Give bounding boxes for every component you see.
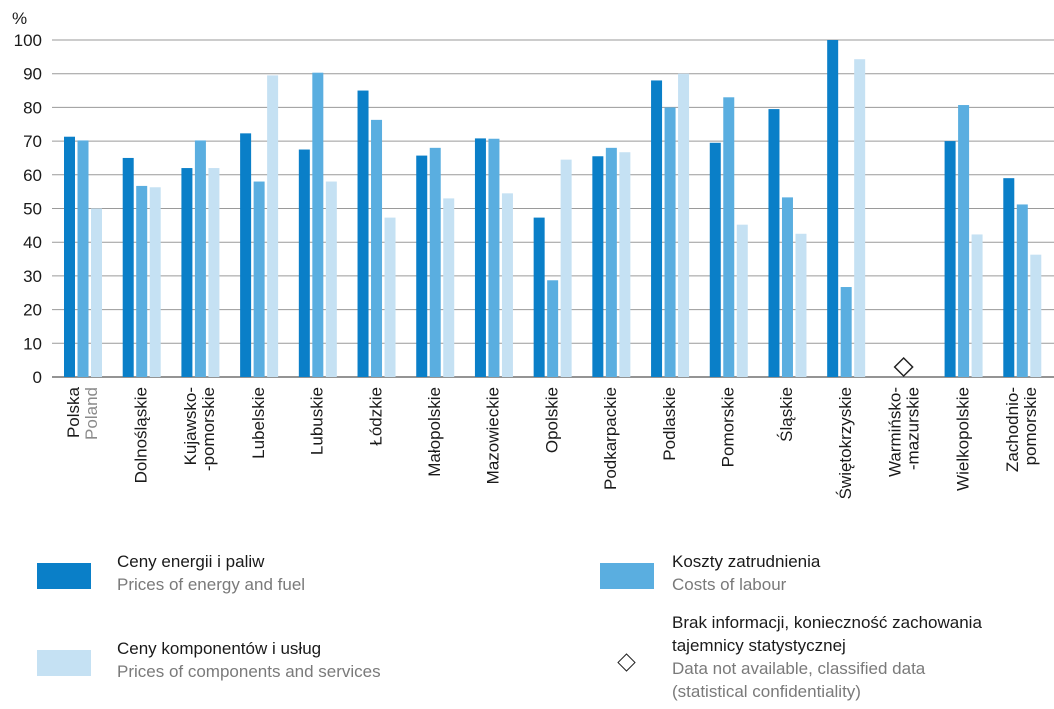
bar [149, 187, 161, 377]
x-tick-label: Świętokrzyskie [836, 387, 855, 499]
bar [605, 147, 617, 377]
bars [64, 40, 1042, 378]
y-tick-label: 80 [23, 98, 42, 117]
y-tick-label: 30 [23, 267, 42, 286]
bar [357, 90, 369, 378]
x-tick-label: Dolnośląskie [131, 387, 150, 483]
bar [664, 107, 676, 378]
x-tick-label: Podkarpackie [601, 387, 620, 490]
x-tick-label: Opolskie [542, 387, 561, 453]
y-tick-label: 100 [14, 31, 42, 50]
x-tick-label: -pomorskie [199, 387, 218, 471]
bar [312, 72, 324, 378]
bar [592, 156, 604, 377]
bar [91, 208, 102, 377]
bar [840, 287, 852, 377]
bar [723, 97, 735, 377]
bar [1030, 254, 1042, 377]
bar [181, 168, 193, 377]
bar [1003, 178, 1015, 377]
x-tick-label: Lubelskie [249, 387, 268, 459]
x-tick-label: -mazurskie [904, 387, 923, 470]
y-tick-label: 20 [23, 301, 42, 320]
bar [709, 142, 721, 377]
bar [854, 59, 866, 378]
x-tick-label: Zachodnio- [1003, 387, 1022, 472]
bar [560, 159, 572, 377]
bar [325, 181, 337, 377]
x-axis-labels: Polska Poland Dolnośląskie Kujawsko- -pomors… [64, 386, 1040, 499]
x-tick-label: Podlaskie [660, 387, 679, 461]
bar [678, 73, 690, 377]
bar [619, 152, 631, 377]
y-tick-label: 90 [23, 65, 42, 84]
bar [384, 217, 396, 377]
y-tick-label: 40 [23, 233, 42, 252]
x-tick-label: pomorskie [1021, 387, 1040, 465]
y-tick-label: 70 [23, 132, 42, 151]
bar [122, 157, 134, 377]
x-tick-label: Wielkopolskie [953, 387, 972, 491]
bar [944, 141, 956, 377]
y-tick-label: 10 [23, 334, 42, 353]
bar [253, 181, 265, 377]
y-axis: % 0 10 20 30 40 50 60 70 80 90 100 [12, 9, 42, 387]
bar [298, 149, 310, 377]
y-tick-label: 60 [23, 166, 42, 185]
bar [488, 138, 500, 377]
bar [1016, 204, 1028, 377]
bar [371, 119, 383, 377]
bar [736, 224, 748, 377]
x-tick-label: Polska [64, 386, 83, 438]
bar [501, 193, 513, 377]
x-tick-label: Kujawsko- [181, 387, 200, 465]
y-axis-unit: % [12, 9, 27, 28]
bar [958, 105, 970, 377]
bar [267, 75, 279, 377]
bar [795, 233, 807, 377]
y-tick-label: 50 [23, 200, 42, 219]
x-tick-label: Poland [82, 387, 101, 440]
bar [443, 198, 455, 377]
x-tick-label: Małopolskie [425, 387, 444, 477]
bar [429, 147, 441, 377]
bar [416, 155, 428, 377]
x-tick-label: Śląskie [777, 387, 796, 442]
no-data-marker [893, 356, 914, 378]
bar [136, 185, 148, 377]
bar [971, 234, 983, 377]
bar [474, 138, 486, 377]
bar [208, 168, 220, 377]
x-tick-label: Łódzkie [366, 387, 385, 446]
bar [64, 136, 75, 377]
bar [77, 140, 89, 377]
bar [547, 280, 559, 377]
bar [240, 133, 252, 377]
x-tick-label: Warmińsko- [886, 387, 905, 477]
bar [781, 197, 793, 377]
x-tick-label: Lubuskie [308, 387, 327, 455]
x-tick-label: Pomorskie [719, 387, 738, 467]
bar [827, 40, 839, 377]
x-tick-label: Mazowieckie [484, 387, 503, 484]
bar [768, 109, 780, 378]
bar [651, 80, 663, 377]
y-tick-label: 0 [33, 368, 42, 387]
bar [194, 140, 206, 377]
bar [533, 217, 545, 377]
